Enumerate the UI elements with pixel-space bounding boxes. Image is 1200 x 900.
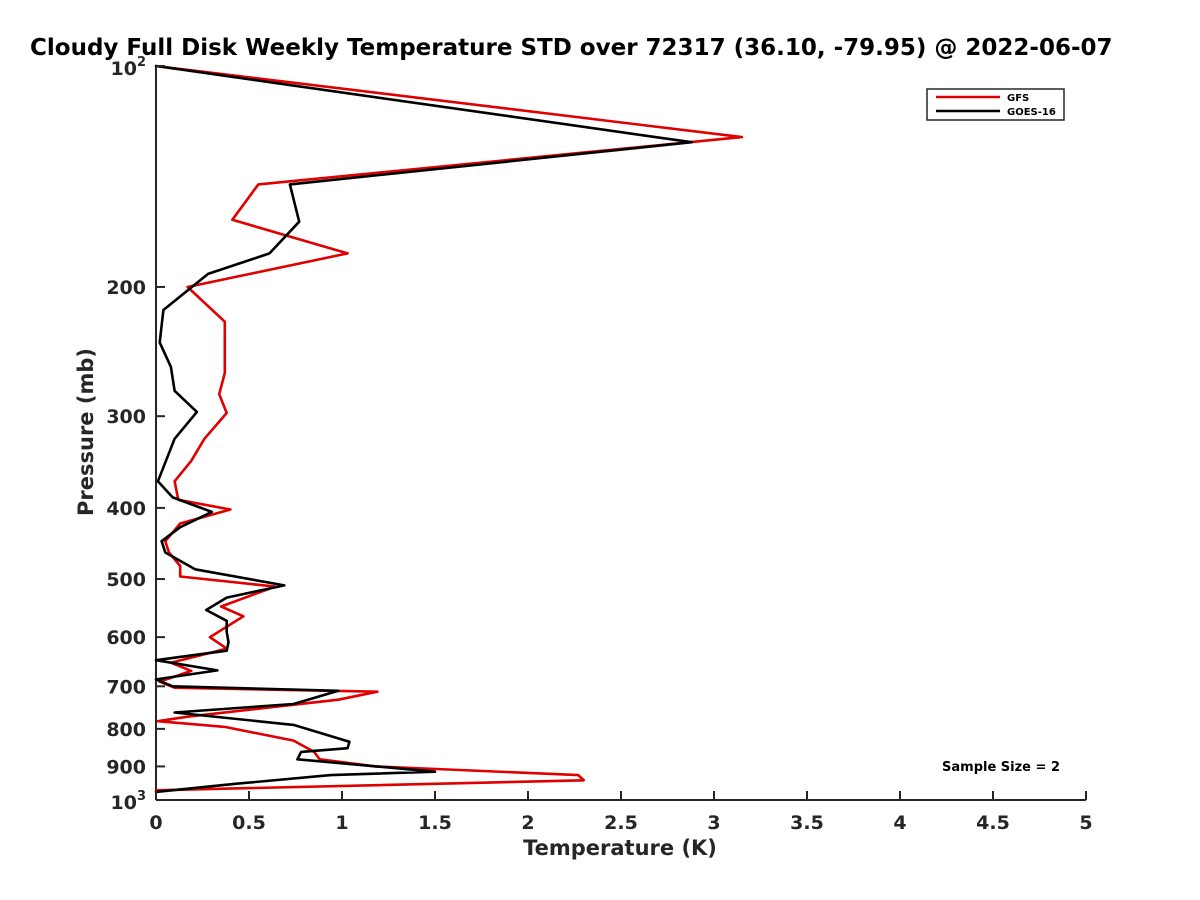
x-tick-label: 5 [1079,812,1092,834]
x-tick-label: 0 [149,812,162,834]
y-tick-label: 500 [106,569,146,591]
y-tick-label: 400 [106,498,146,520]
legend-box [926,88,1065,121]
x-axis-label: Temperature (K) [523,836,717,860]
x-tick-label: 4 [893,812,906,834]
legend-label: GOES-16 [1007,107,1056,118]
legend-label: GFS [1007,93,1029,104]
series-line-gfs [154,64,744,792]
y-tick-label: 700 [106,676,146,698]
x-axis-ticks: 0 0.5 1 1.5 2 2.5 3 3.5 4 4.5 5 [149,791,1093,834]
y-tick-label-base: 10 [111,792,137,814]
y-tick-label-exponent: 3 [137,789,146,804]
y-tick-label: 600 [106,627,146,649]
y-tick-label-base: 10 [111,58,137,80]
legend: GFS GOES-16 [926,88,1065,121]
y-tick-label: 900 [106,756,146,778]
x-tick-label: 3 [707,812,720,834]
x-tick-label: 1 [335,812,348,834]
y-tick-label: 103 [111,789,147,814]
y-axis-label: Pressure (mb) [74,348,98,516]
y-tick-label: 102 [111,55,147,80]
x-tick-label: 3.5 [790,812,824,834]
y-tick-label: 300 [106,406,146,428]
y-tick-label-exponent: 2 [137,55,146,70]
sample-size-annotation: Sample Size = 2 [942,760,1060,775]
y-tick-label: 800 [106,719,146,741]
y-tick-label: 200 [106,277,146,299]
x-tick-label: 1.5 [418,812,452,834]
x-tick-label: 2.5 [604,812,638,834]
series-lines [154,64,744,794]
x-tick-label: 0.5 [232,812,266,834]
chart-title: Cloudy Full Disk Weekly Temperature STD … [30,35,1113,61]
series-line-goes-16 [154,64,694,794]
x-tick-label: 4.5 [976,812,1010,834]
x-tick-label: 2 [521,812,534,834]
